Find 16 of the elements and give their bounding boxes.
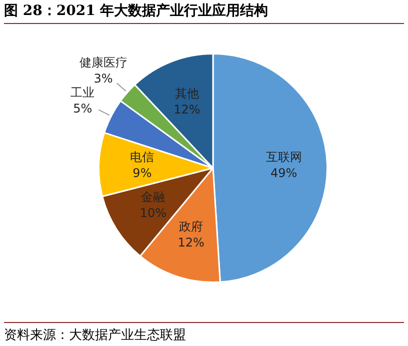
text: 资料来源：大数据产业生态联盟 (4, 322, 404, 344)
data-label: 3% (94, 71, 113, 86)
data-label: 5% (73, 102, 92, 116)
slice-label: 互联网 (266, 150, 302, 164)
data-label: 12% (178, 235, 204, 250)
slice-label: 工业 (70, 86, 95, 100)
data-label: 12% (174, 102, 200, 116)
slice-label: 电信 (130, 150, 154, 164)
data-label: 10% (140, 206, 167, 220)
data-label: 49% (270, 166, 298, 180)
slice-label: 金融 (141, 190, 166, 204)
slice-label: 其他 (174, 86, 199, 100)
slice-label: 健康医疗 (79, 55, 128, 70)
slice-label: 政府 (179, 219, 204, 234)
chart-title: 图 28：2021 年大数据产业行业应用结构 (4, 2, 404, 24)
data-label: 9% (132, 166, 152, 180)
